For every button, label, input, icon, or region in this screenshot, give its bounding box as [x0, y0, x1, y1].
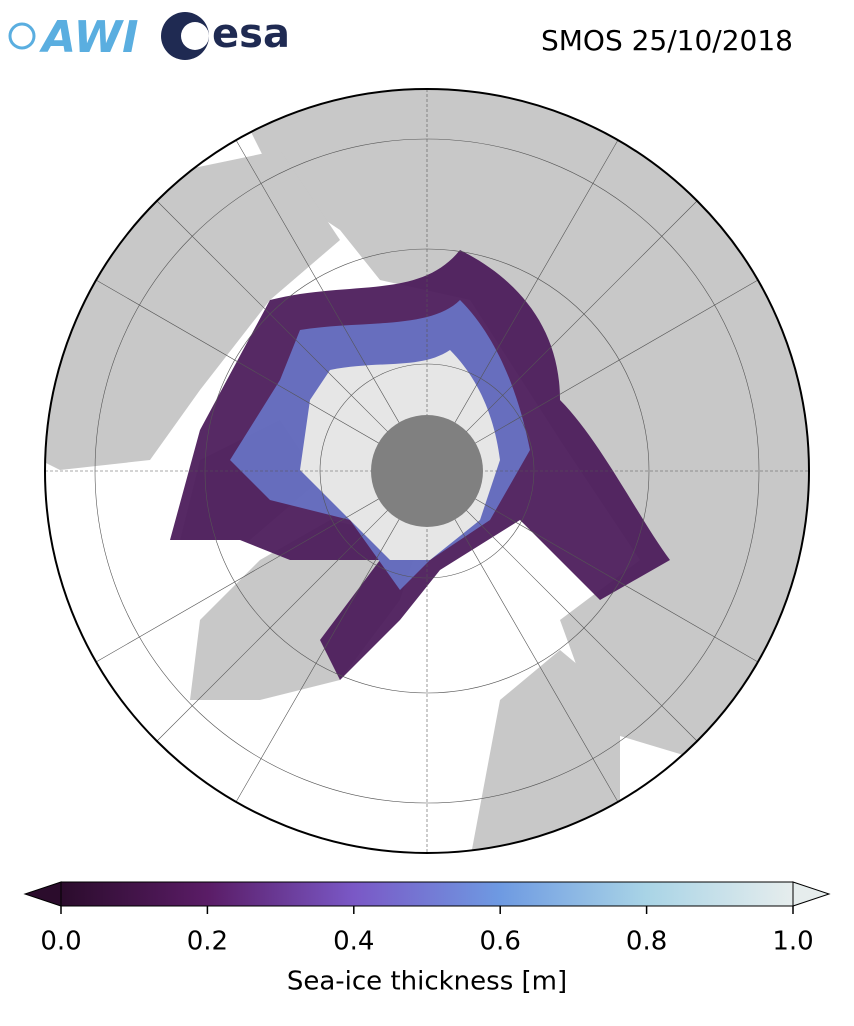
land-eurasia — [230, 90, 809, 760]
colorbar: Sea-ice thickness [m] 0.0 0.2 0.4 0.6 0.8 1.0 — [23, 881, 831, 997]
colorbar-tick-label: 0.2 — [187, 927, 228, 957]
colorbar-tick-label: 0.4 — [333, 927, 374, 957]
colorbar-label: Sea-ice thickness [m] — [287, 967, 567, 997]
colorbar-max-extension — [792, 881, 831, 907]
map-border — [44, 88, 810, 854]
land-scandinavia — [470, 650, 620, 853]
colorbar-gradient — [60, 881, 794, 907]
colorbar-tick-label: 1.0 — [772, 927, 813, 957]
map — [45, 89, 809, 853]
awi-logo: AWI — [39, 12, 139, 63]
awi-icon — [8, 22, 36, 50]
esa-logo: esa — [212, 11, 290, 57]
colorbar-tick-label: 0.6 — [480, 927, 521, 957]
colorbar-tick-label: 0.0 — [40, 927, 81, 957]
title: SMOS 25/10/2018 — [541, 24, 793, 57]
colorbar-min-extension — [23, 881, 62, 907]
land-greenland — [190, 520, 420, 700]
pole-hole — [371, 415, 483, 527]
esa-icon-inner — [181, 22, 209, 50]
colorbar-tick-label: 0.8 — [626, 927, 667, 957]
logos: AWI esa — [8, 11, 290, 63]
